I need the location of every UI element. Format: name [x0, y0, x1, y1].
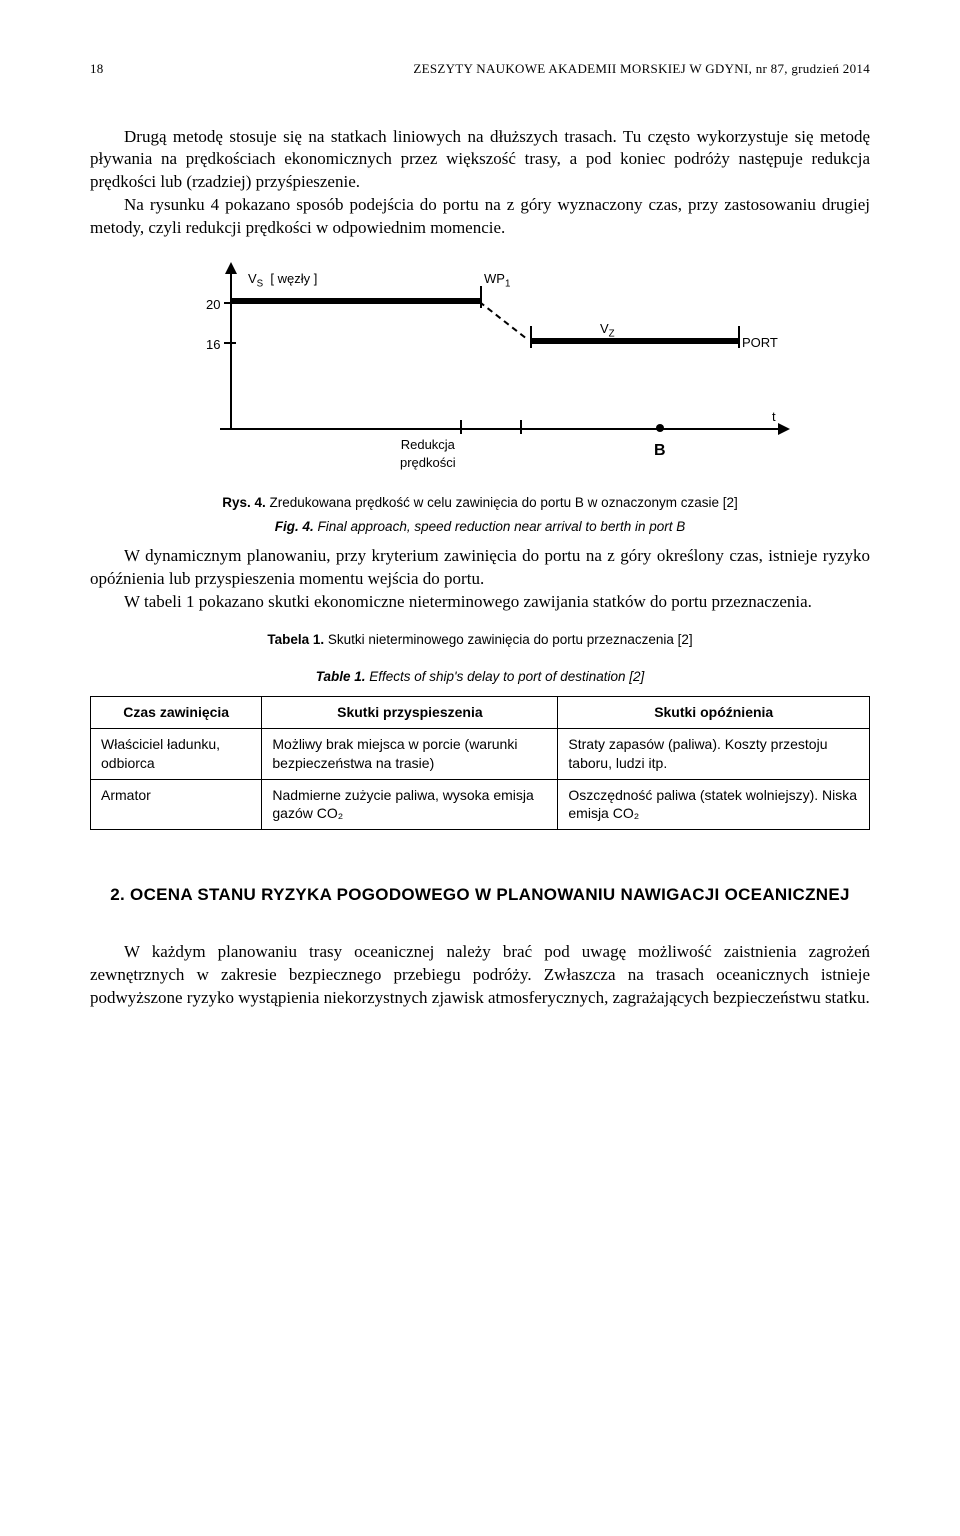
running-header: 18 ZESZYTY NAUKOWE AKADEMII MORSKIEJ W G…: [90, 60, 870, 78]
vz-label: VZ: [600, 320, 615, 341]
fig4-pl-bold: Rys. 4.: [222, 495, 266, 510]
y-tick-16: [224, 342, 236, 344]
speed-line-16: [530, 338, 740, 344]
tab1-en-bold: Table 1.: [316, 669, 366, 684]
table-row: Właściciel ładunku, odbiorca Możliwy bra…: [91, 728, 870, 779]
section-2-heading: 2. OCENA STANU RYZYKA POGODOWEGO W PLANO…: [90, 884, 870, 907]
speed-transition-dashed: [479, 301, 526, 338]
x-axis: [220, 428, 780, 430]
speed-line-20: [232, 298, 480, 304]
fig4-en-text: Final approach, speed reduction near arr…: [314, 519, 685, 534]
x-tick-red-start: [460, 420, 462, 434]
td-0-1: Możliwy brak miejsca w porcie (warunki b…: [262, 728, 558, 779]
vs-s: S: [257, 279, 264, 290]
t-axis-label: t: [772, 408, 776, 426]
red-l1: Redukcja: [401, 437, 455, 452]
tab1-pl-text: Skutki nieterminowego zawinięcia do port…: [324, 632, 692, 647]
fig4-pl-text: Zredukowana prędkość w celu zawinięcia d…: [266, 495, 738, 510]
td-0-2: Straty zapasów (paliwa). Koszty przestoj…: [558, 728, 870, 779]
point-b-label: B: [654, 440, 666, 462]
td-0-0: Właściciel ładunku, odbiorca: [91, 728, 262, 779]
reduction-label: Redukcja prędkości: [400, 436, 456, 471]
fig4-en-bold: Fig. 4.: [275, 519, 314, 534]
paragraph-2: Na rysunku 4 pokazano sposób podejścia d…: [90, 194, 870, 240]
vz-marker: [530, 326, 532, 348]
red-l2: prędkości: [400, 455, 456, 470]
port-marker: [738, 326, 740, 348]
wp1-label: WP1: [484, 270, 510, 291]
vs-unit: [ węzły ]: [270, 271, 317, 286]
y-axis-label: VS [ węzły ]: [248, 270, 317, 291]
figure-4-caption-pl: Rys. 4. Zredukowana prędkość w celu zawi…: [90, 494, 870, 512]
wp1-marker: [480, 286, 482, 308]
paragraph-1: Drugą metodę stosuje się na statkach lin…: [90, 126, 870, 195]
x-tick-red-end: [520, 420, 522, 434]
table-1: Czas zawinięcia Skutki przyspieszenia Sk…: [90, 696, 870, 830]
figure-4: VS [ węzły ] 20 16 WP1 VZ PORT Redukcja …: [90, 268, 870, 536]
paragraph-5: W każdym planowaniu trasy oceanicznej na…: [90, 941, 870, 1010]
y-axis-arrow: [225, 262, 237, 274]
y-axis: [230, 270, 232, 428]
wp-text: WP: [484, 271, 505, 286]
paragraph-4: W tabeli 1 pokazano skutki ekonomiczne n…: [90, 591, 870, 614]
th-2: Skutki opóźnienia: [558, 696, 870, 728]
table-row: Armator Nadmierne zużycie paliwa, wysoka…: [91, 779, 870, 830]
table-1-caption-pl: Tabela 1. Skutki nieterminowego zawinięc…: [90, 631, 870, 649]
paragraph-3: W dynamicznym planowaniu, przy kryterium…: [90, 545, 870, 591]
td-1-1: Nadmierne zużycie paliwa, wysoka emisja …: [262, 779, 558, 830]
table-header-row: Czas zawinięcia Skutki przyspieszenia Sk…: [91, 696, 870, 728]
point-b-dot: [656, 424, 664, 432]
tab1-en-text: Effects of ship's delay to port of desti…: [366, 669, 645, 684]
table-1-caption-en: Table 1. Effects of ship's delay to port…: [90, 668, 870, 686]
td-1-2: Oszczędność paliwa (statek wolniejszy). …: [558, 779, 870, 830]
tab1-pl-bold: Tabela 1.: [267, 632, 324, 647]
chart-speed-reduction: VS [ węzły ] 20 16 WP1 VZ PORT Redukcja …: [160, 268, 800, 488]
port-label: PORT: [742, 334, 778, 352]
vz-sub: Z: [609, 329, 615, 340]
th-1: Skutki przyspieszenia: [262, 696, 558, 728]
y-tick-16-label: 16: [206, 336, 220, 354]
th-0: Czas zawinięcia: [91, 696, 262, 728]
y-tick-20-label: 20: [206, 296, 220, 314]
vz-text: V: [600, 321, 609, 336]
page-number: 18: [90, 60, 104, 78]
td-1-0: Armator: [91, 779, 262, 830]
x-axis-arrow: [778, 423, 790, 435]
figure-4-caption-en: Fig. 4. Final approach, speed reduction …: [90, 518, 870, 536]
wp-sub: 1: [505, 279, 510, 290]
running-title: ZESZYTY NAUKOWE AKADEMII MORSKIEJ W GDYN…: [413, 60, 870, 78]
vs-v: V: [248, 271, 257, 286]
